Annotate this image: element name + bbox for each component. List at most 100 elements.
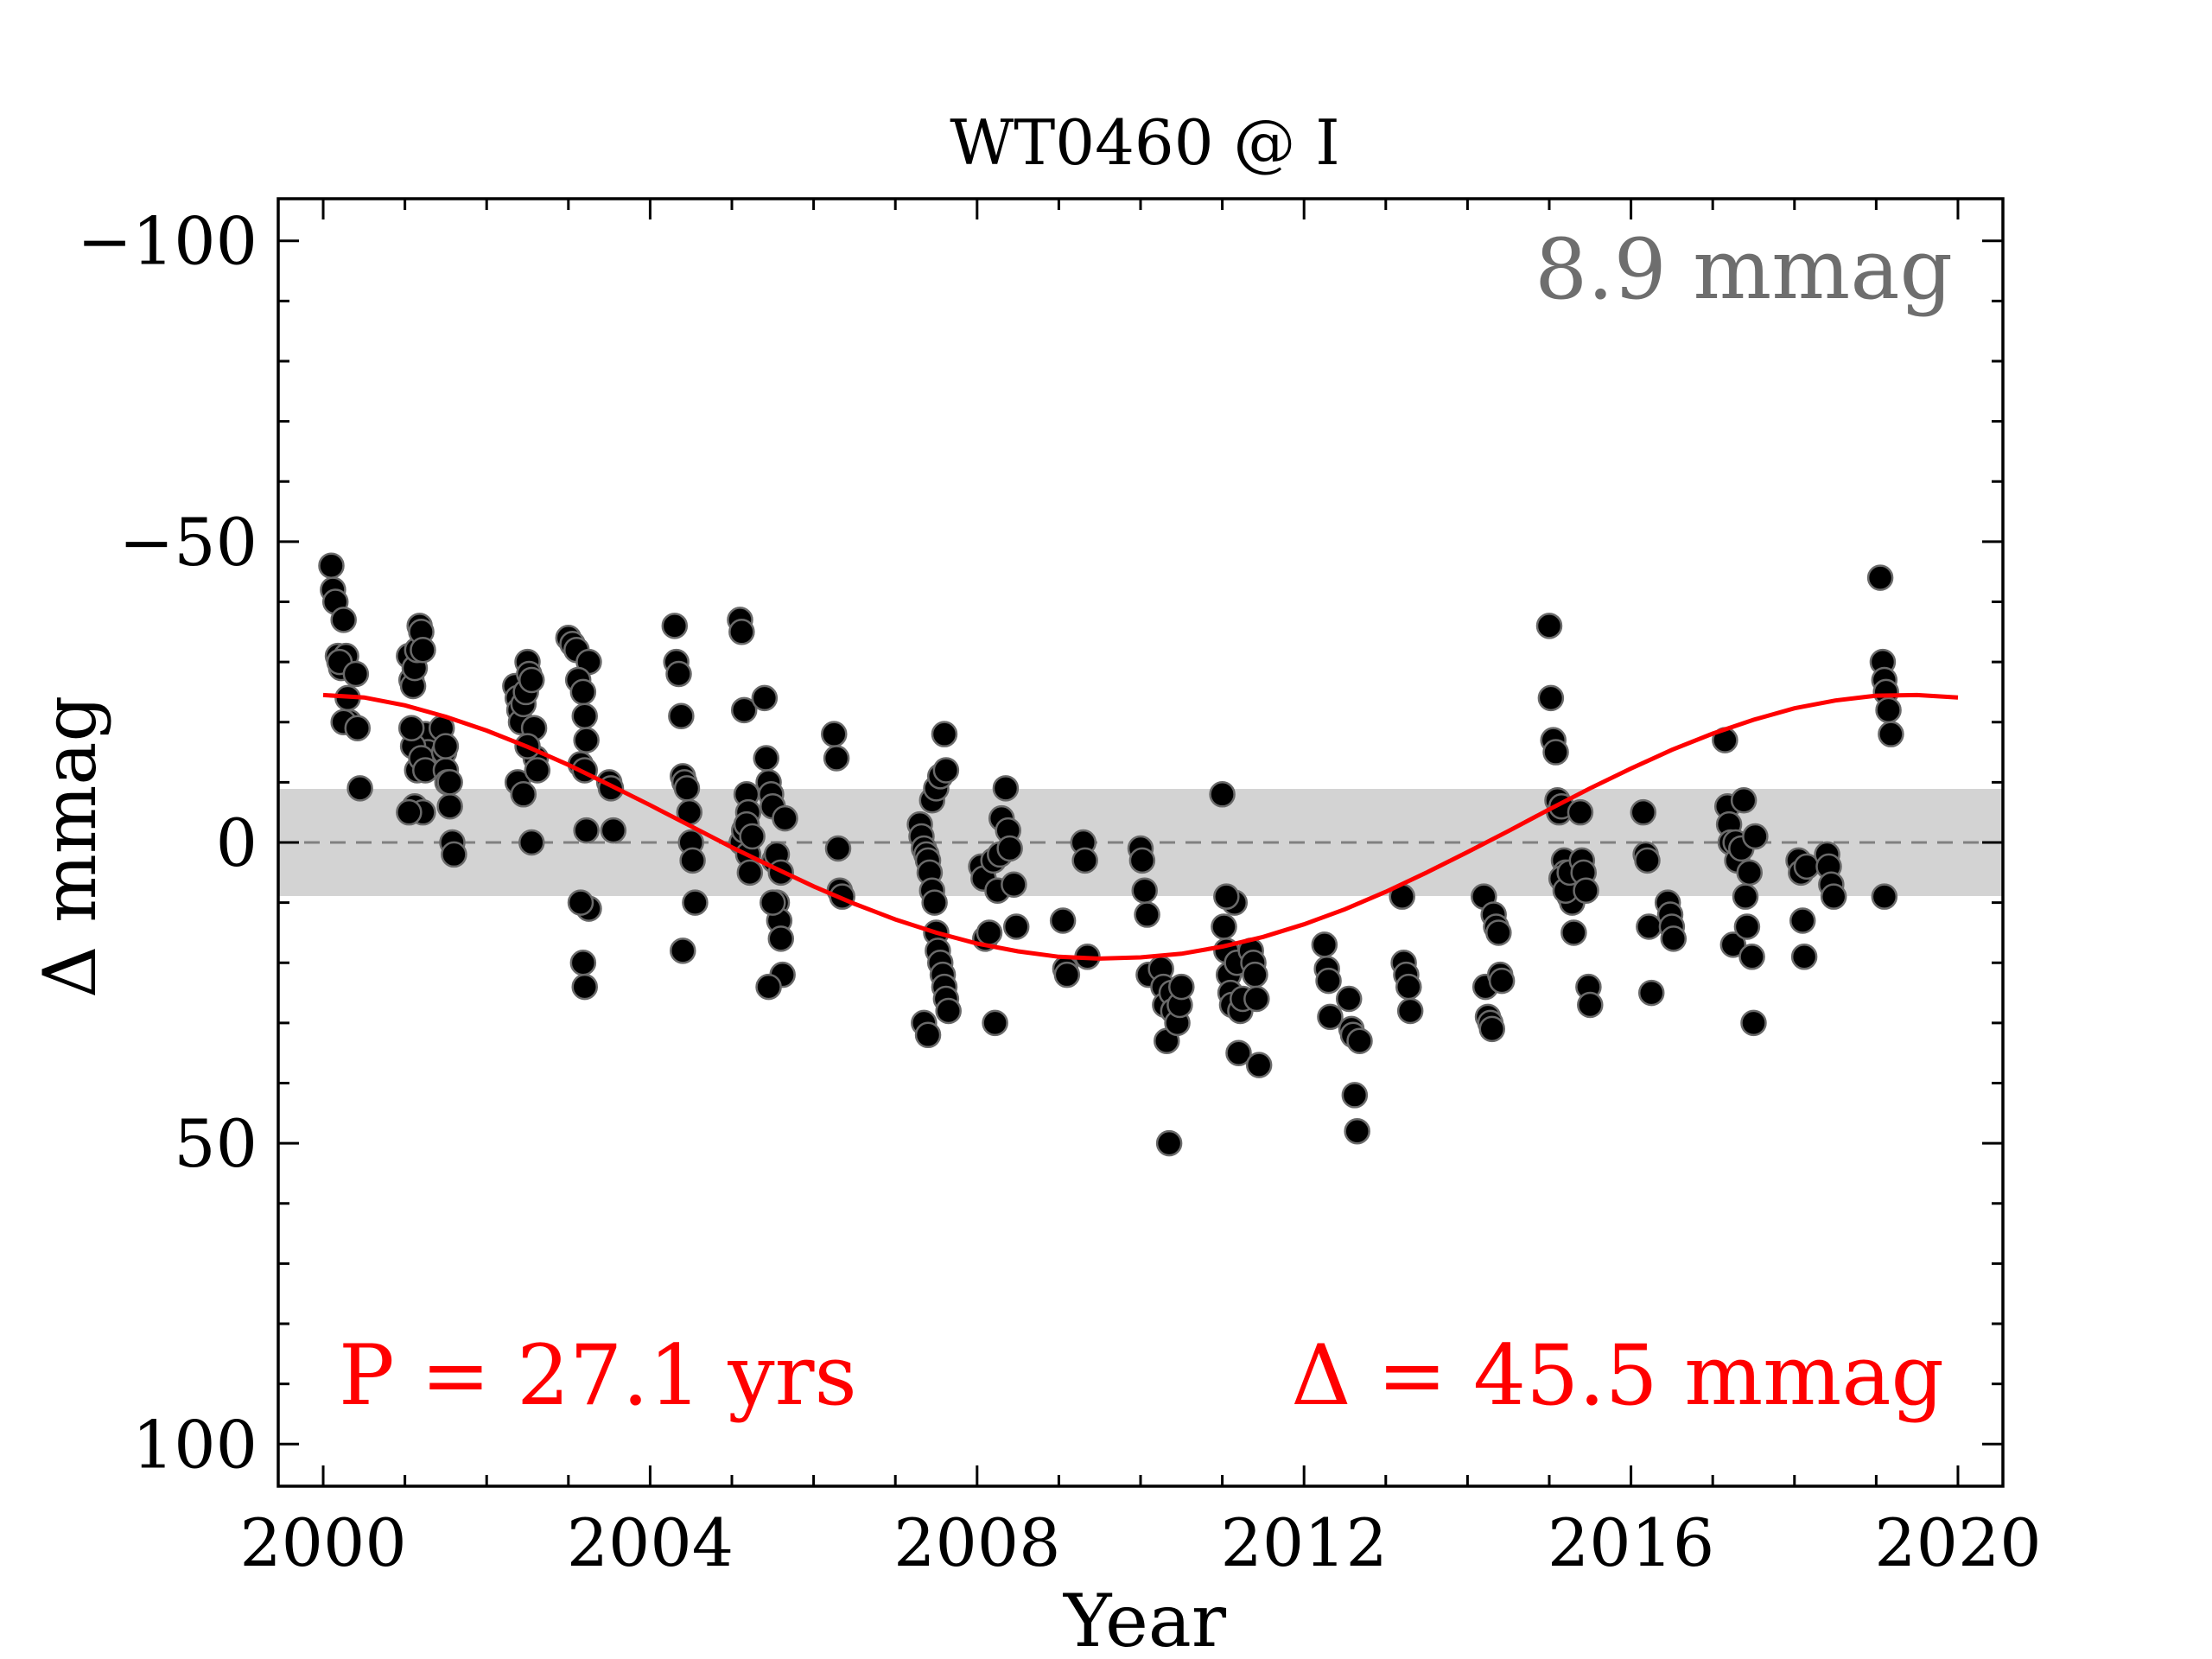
x-axis-label: Year bbox=[1063, 1579, 1227, 1659]
data-point bbox=[1071, 847, 1098, 874]
data-point bbox=[673, 775, 701, 802]
data-point bbox=[1637, 979, 1665, 1007]
data-point bbox=[1134, 901, 1160, 928]
data-point bbox=[573, 817, 600, 844]
data-point bbox=[396, 798, 423, 826]
x-tick-label: 2000 bbox=[239, 1504, 406, 1581]
x-tick-label: 2016 bbox=[1548, 1504, 1714, 1581]
chart-title: WT0460 @ I bbox=[950, 106, 1339, 179]
data-point bbox=[1396, 997, 1424, 1025]
data-point bbox=[772, 804, 798, 832]
fit-period-label: P = 27.1 yrs bbox=[339, 1327, 857, 1424]
data-point bbox=[1740, 1009, 1767, 1037]
fit-curve bbox=[322, 692, 1959, 961]
data-point bbox=[1315, 967, 1342, 995]
data-point bbox=[682, 889, 709, 916]
data-point bbox=[1488, 967, 1516, 995]
data-point bbox=[1634, 847, 1661, 874]
data-point bbox=[1537, 684, 1565, 712]
x-tick-label: 2020 bbox=[1874, 1504, 2041, 1581]
data-point bbox=[1335, 985, 1363, 1013]
data-point bbox=[755, 973, 782, 1001]
data-point bbox=[824, 835, 852, 862]
y-tick-label: 50 bbox=[174, 1105, 257, 1182]
data-point bbox=[573, 727, 600, 753]
data-point bbox=[510, 781, 537, 808]
data-point bbox=[344, 715, 372, 741]
data-point bbox=[1790, 944, 1818, 970]
data-point bbox=[1049, 907, 1077, 934]
data-point bbox=[441, 841, 467, 868]
data-point bbox=[1395, 973, 1422, 1001]
data-point bbox=[1560, 919, 1587, 946]
data-point bbox=[935, 997, 962, 1025]
data-point bbox=[1131, 877, 1158, 904]
data-point bbox=[1789, 907, 1816, 934]
data-point bbox=[1344, 1117, 1370, 1145]
data-point bbox=[767, 925, 795, 952]
data-point bbox=[1535, 613, 1563, 639]
data-point bbox=[318, 552, 345, 579]
data-point bbox=[1736, 859, 1763, 887]
data-point bbox=[567, 889, 594, 916]
data-point bbox=[1155, 1129, 1183, 1157]
data-point bbox=[1168, 973, 1195, 1001]
plot-area: 2000 2004 2008 2012 2016 2020 −100 −50 0 50 100 bbox=[77, 197, 2042, 1581]
y-tick-label: 0 bbox=[216, 804, 257, 881]
data-point bbox=[921, 889, 948, 916]
data-point bbox=[1542, 739, 1569, 766]
data-point bbox=[1478, 1015, 1506, 1043]
data-point bbox=[1866, 564, 1894, 591]
data-point bbox=[342, 660, 370, 688]
data-point bbox=[661, 613, 689, 639]
data-point bbox=[1341, 1082, 1369, 1109]
data-point bbox=[976, 919, 1003, 946]
data-point bbox=[1211, 913, 1237, 940]
data-point bbox=[1577, 991, 1604, 1019]
data-point bbox=[1730, 787, 1758, 814]
data-point bbox=[524, 757, 551, 784]
data-point bbox=[1485, 919, 1512, 946]
x-tick-label: 2012 bbox=[1220, 1504, 1387, 1581]
y-tick-label: 100 bbox=[132, 1406, 257, 1483]
data-point bbox=[1245, 1052, 1273, 1078]
data-point bbox=[1242, 961, 1268, 988]
data-point bbox=[1738, 944, 1765, 970]
data-point bbox=[1209, 781, 1236, 808]
data-point bbox=[1733, 913, 1761, 940]
data-point bbox=[665, 660, 692, 688]
data-point bbox=[914, 1021, 942, 1049]
data-point bbox=[1317, 1003, 1344, 1031]
data-point bbox=[932, 757, 960, 784]
data-point bbox=[1213, 883, 1240, 910]
data-point bbox=[410, 636, 436, 664]
data-point bbox=[1128, 847, 1156, 874]
data-point bbox=[679, 847, 706, 874]
data-point bbox=[728, 619, 755, 645]
data-point bbox=[1243, 985, 1270, 1013]
data-point bbox=[982, 1009, 1008, 1037]
data-point bbox=[736, 859, 764, 887]
data-point bbox=[1875, 696, 1902, 724]
data-point bbox=[1001, 871, 1027, 898]
data-point bbox=[1567, 798, 1594, 826]
data-point bbox=[1311, 931, 1338, 958]
data-point bbox=[821, 721, 848, 747]
data-point bbox=[1346, 1027, 1373, 1055]
x-tick-label: 2008 bbox=[893, 1504, 1060, 1581]
data-point bbox=[518, 829, 545, 856]
data-point bbox=[569, 678, 597, 706]
data-point bbox=[346, 775, 373, 802]
data-point bbox=[518, 666, 545, 694]
band-width-label: 8.9 mmag bbox=[1535, 221, 1953, 318]
data-point bbox=[1878, 721, 1904, 747]
data-point bbox=[670, 938, 696, 964]
fit-amplitude-label: Δ = 45.5 mmag bbox=[1291, 1327, 1944, 1424]
data-point bbox=[330, 607, 357, 633]
data-point bbox=[571, 973, 598, 1001]
data-point bbox=[753, 745, 779, 772]
data-point bbox=[1871, 883, 1898, 910]
y-axis-label: Δ mmag bbox=[28, 696, 112, 999]
data-point bbox=[668, 702, 695, 730]
